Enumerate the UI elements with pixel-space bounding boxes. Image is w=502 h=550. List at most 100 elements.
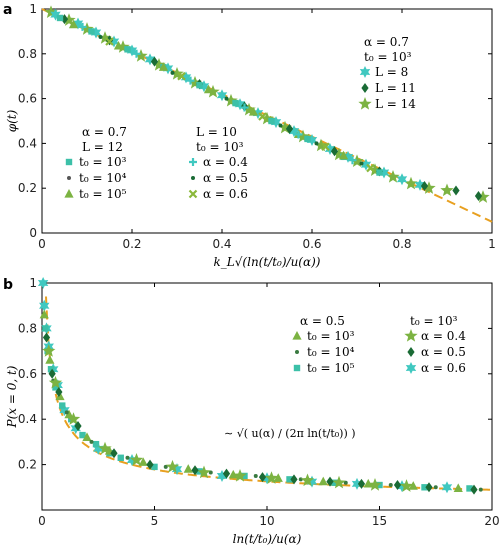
data-point xyxy=(278,120,292,134)
data-point xyxy=(197,465,211,479)
x-tick-label: 5 xyxy=(151,514,159,528)
data-point xyxy=(359,161,364,166)
data-point xyxy=(188,75,202,89)
data-point xyxy=(216,469,228,482)
data-point xyxy=(452,185,460,196)
data-point xyxy=(170,66,184,80)
data-point xyxy=(138,457,148,466)
x-tick-label: 0.4 xyxy=(212,237,231,251)
data-point xyxy=(240,103,249,112)
data-point xyxy=(72,17,84,30)
data-point xyxy=(171,463,183,476)
data-point xyxy=(399,479,414,492)
panel-label-a: a xyxy=(3,2,12,18)
legend-label: α = 0.5 xyxy=(203,171,248,185)
data-point xyxy=(79,431,86,439)
data-point xyxy=(129,453,144,466)
data-point xyxy=(180,71,192,84)
legend-marker xyxy=(359,66,371,78)
data-point xyxy=(42,325,49,332)
data-point xyxy=(62,13,76,26)
x-axis-label: k_L√(ln(t/t₀)/u(α)) xyxy=(214,255,321,269)
plot-frame xyxy=(41,8,493,234)
legend-marker xyxy=(67,176,71,180)
data-point xyxy=(126,44,138,57)
data-point xyxy=(476,190,490,203)
y-axis-label: φ(t) xyxy=(5,109,19,132)
data-point xyxy=(113,40,124,50)
data-point xyxy=(64,409,74,419)
data-point xyxy=(232,99,239,107)
data-point xyxy=(56,14,64,22)
x-axis-label: ln(t/t₀)/u(α) xyxy=(233,532,302,546)
data-point xyxy=(350,154,364,167)
data-point xyxy=(134,49,148,62)
data-point xyxy=(233,468,247,482)
data-point xyxy=(42,344,56,357)
data-point xyxy=(368,478,382,491)
data-point xyxy=(470,484,478,495)
legend-header: t₀ = 10³ xyxy=(364,50,412,64)
data-point xyxy=(258,472,267,483)
data-point xyxy=(270,116,282,129)
data-point xyxy=(314,141,319,146)
data-point xyxy=(260,111,274,125)
data-point xyxy=(304,135,311,143)
series-4 xyxy=(42,344,414,492)
data-point xyxy=(224,96,229,101)
data-point xyxy=(196,81,203,89)
x-tick-label: 0.8 xyxy=(392,237,411,251)
series-6 xyxy=(98,35,364,166)
legend-label: α = 0.4 xyxy=(203,155,248,169)
data-point xyxy=(47,366,55,373)
data-point xyxy=(306,475,318,488)
data-point xyxy=(324,143,336,155)
x-tick-label: 0.6 xyxy=(302,237,321,251)
data-point xyxy=(366,163,375,173)
legend-marker xyxy=(64,189,74,198)
data-point xyxy=(421,484,428,491)
data-point xyxy=(242,102,256,116)
data-point xyxy=(68,19,79,29)
data-point xyxy=(165,459,180,473)
legend-label: t₀ = 10³ xyxy=(307,329,355,343)
data-point xyxy=(425,482,433,493)
data-point xyxy=(258,112,267,121)
data-point xyxy=(222,468,231,479)
data-point xyxy=(55,386,63,397)
data-point xyxy=(351,477,363,490)
data-point xyxy=(88,28,95,35)
data-point xyxy=(343,480,348,485)
legend-marker xyxy=(361,83,369,93)
data-point xyxy=(252,107,264,120)
data-point xyxy=(110,448,118,459)
y-tick-label: 0.6 xyxy=(18,92,37,106)
legend-marker xyxy=(188,189,198,199)
data-point xyxy=(278,123,283,128)
data-point xyxy=(422,181,436,194)
data-point xyxy=(296,129,310,143)
data-point xyxy=(466,485,473,492)
x-tick-label: 20 xyxy=(484,514,499,528)
data-point xyxy=(414,178,426,191)
data-point xyxy=(108,35,120,48)
legend-header: L = 12 xyxy=(82,140,123,154)
panel-b-chart: 0 5 10 15 20 0.2 0.4 0.6 0.8 1 ln(t/t₀)/u(α) P(x = … xyxy=(5,276,500,546)
data-point xyxy=(264,471,279,484)
y-tick-label: 1 xyxy=(29,2,37,16)
data-point xyxy=(183,464,193,473)
data-point xyxy=(124,46,131,53)
data-point xyxy=(348,156,357,165)
data-point xyxy=(420,180,429,191)
y-tick-label: 0 xyxy=(29,226,37,240)
series-0 xyxy=(44,5,490,203)
data-point xyxy=(332,475,346,489)
data-point xyxy=(144,53,156,66)
data-point xyxy=(286,476,293,483)
data-point xyxy=(404,176,418,190)
data-point xyxy=(191,465,199,476)
panel-label-b: b xyxy=(3,277,13,293)
data-point xyxy=(386,170,400,183)
